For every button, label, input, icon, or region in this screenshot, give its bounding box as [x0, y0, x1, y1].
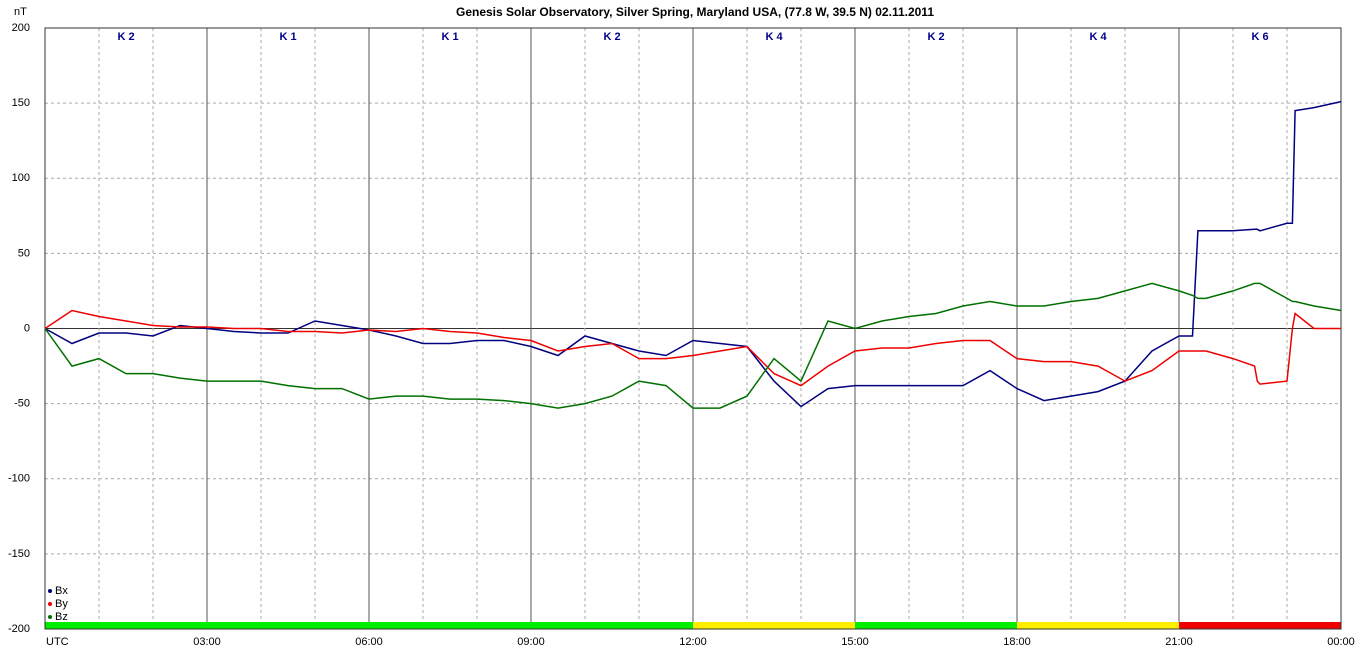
- activity-bar: [531, 622, 693, 629]
- legend-label: Bx: [55, 585, 68, 597]
- activity-bar: [1179, 622, 1341, 629]
- k-index-label: K 2: [927, 31, 944, 43]
- activity-bar: [1017, 622, 1179, 629]
- k-index-label: K 2: [117, 31, 134, 43]
- y-tick-label: 100: [12, 172, 30, 184]
- y-tick-label: 200: [12, 22, 30, 34]
- legend-marker: [48, 602, 52, 606]
- k-index-label: K 4: [765, 31, 783, 43]
- activity-bar: [855, 622, 1017, 629]
- legend-label: Bz: [55, 611, 68, 623]
- x-tick-label: 00:00: [1327, 636, 1355, 648]
- y-tick-label: -200: [8, 623, 30, 635]
- x-tick-label: 18:00: [1003, 636, 1031, 648]
- series-line: [44, 309, 1341, 387]
- y-tick-label: 0: [24, 322, 30, 334]
- x-tick-label: 06:00: [355, 636, 383, 648]
- series-line: [44, 282, 1342, 409]
- y-axis-label: nT: [14, 6, 27, 18]
- legend-marker: [48, 589, 52, 593]
- y-tick-label: -50: [14, 398, 30, 410]
- x-tick-label: 15:00: [841, 636, 869, 648]
- k-index-label: K 6: [1251, 31, 1268, 43]
- y-tick-label: 150: [12, 97, 30, 109]
- y-tick-label: -100: [8, 473, 30, 485]
- activity-bar: [207, 622, 369, 629]
- legend-label: By: [55, 598, 68, 610]
- k-index-label: K 1: [279, 31, 296, 43]
- legend-marker: [48, 615, 52, 619]
- chart-title: Genesis Solar Observatory, Silver Spring…: [456, 5, 934, 19]
- x-tick-label: UTC: [46, 636, 69, 648]
- activity-bar: [369, 622, 531, 629]
- x-tick-label: 03:00: [193, 636, 221, 648]
- k-index-label: K 2: [603, 31, 620, 43]
- k-index-label: K 1: [441, 31, 458, 43]
- x-tick-label: 12:00: [679, 636, 707, 648]
- y-tick-label: 50: [18, 247, 30, 259]
- activity-bar: [693, 622, 855, 629]
- x-tick-label: 21:00: [1165, 636, 1193, 648]
- series-line: [44, 100, 1342, 408]
- y-tick-label: -150: [8, 548, 30, 560]
- x-tick-label: 09:00: [517, 636, 545, 648]
- k-index-label: K 4: [1089, 31, 1107, 43]
- activity-bar: [45, 622, 207, 629]
